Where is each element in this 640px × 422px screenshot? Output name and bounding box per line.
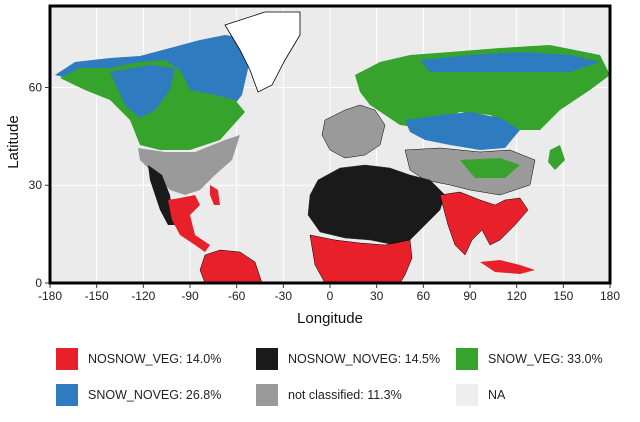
land-regions [55,11,610,284]
x-tick-label: -180 [38,289,62,303]
region-greenland [224,11,301,93]
x-tick-label: -150 [85,289,109,303]
region-mexico-nosnow-veg [168,195,210,252]
legend-swatch [256,384,278,406]
legend-item: NOSNOW_NOVEG: 14.5% [256,347,440,371]
y-tick-label: 0 [35,276,42,290]
region-africa-nosnow-veg [309,234,413,284]
legend-swatch [56,384,78,406]
x-tick-label: 60 [417,289,431,303]
legend-label: SNOW_NOVEG: 26.8% [88,388,222,402]
map-panel-border [48,4,612,285]
region-central-asia-snow-noveg [405,112,520,150]
region-siberia-snow-noveg [420,52,600,72]
region-tibet-snow-veg [460,158,520,178]
legend-label: NOSNOW_VEG: 14.0% [88,352,222,366]
x-axis-title: Longitude [297,310,363,327]
x-tick-label: 90 [463,289,477,303]
legend-label: NA [488,388,506,402]
legend-item: SNOW_NOVEG: 26.8% [56,383,221,407]
x-tick-label: -30 [275,289,293,303]
region-north-america-arctic-snow-noveg [110,65,175,118]
region-indonesia-nosnow-veg [480,260,535,274]
region-africa-nosnow-noveg [307,164,446,246]
y-tick-label: 30 [29,178,43,192]
region-florida-nosnow-veg [210,185,220,205]
y-tick-label: 60 [29,80,43,94]
legend-item: NA [456,383,505,407]
legend-label: NOSNOW_NOVEG: 14.5% [288,352,441,366]
x-tick-label: -90 [181,289,199,303]
x-tick-label: -60 [228,289,246,303]
legend-swatch [56,348,78,370]
legend-item: not classified: 11.3% [256,383,402,407]
legend-label: not classified: 11.3% [288,388,402,402]
region-south-america-nosnow-veg [199,249,263,284]
y-axis-title: Latitude [5,115,22,168]
x-tick-label: 0 [327,289,334,303]
legend-item: NOSNOW_VEG: 14.0% [56,347,221,371]
legend-label: SNOW_VEG: 33.0% [488,352,603,366]
region-japan [548,145,565,170]
legend-swatch [256,348,278,370]
region-south-asia-nosnow-veg [439,191,529,256]
x-tick-label: 120 [507,289,527,303]
land-cover-map: -180 -150 -120 -90 -60 -30 0 30 60 90 120 150 180 0 3… [5,4,620,327]
x-tick-label: 150 [553,289,573,303]
region-europe-not-classified [321,104,386,159]
legend-item: SNOW_VEG: 33.0% [456,347,603,371]
legend-swatch [456,348,478,370]
y-axis-ticks: 0 30 60 [29,80,49,290]
x-axis-ticks: -180 -150 -120 -90 -60 -30 0 30 60 90 120 150 180 [38,284,620,303]
x-tick-label: -120 [131,289,155,303]
x-tick-label: 180 [600,289,620,303]
x-tick-label: 30 [370,289,384,303]
legend-swatch [456,384,478,406]
